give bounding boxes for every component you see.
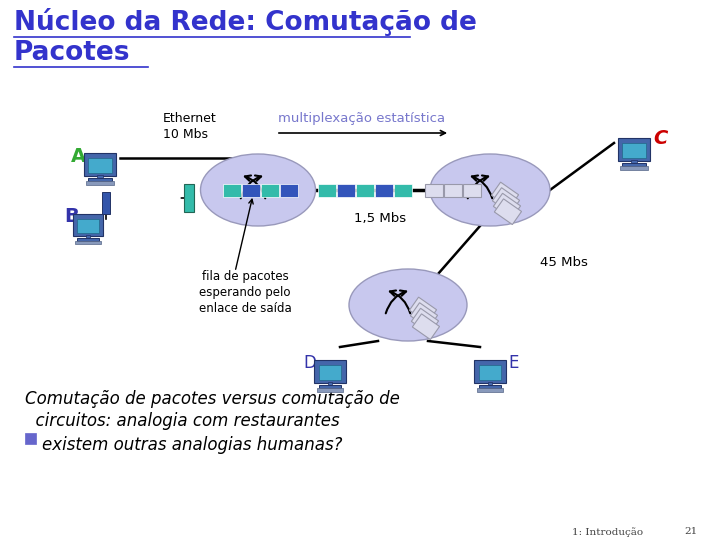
Bar [425, 184, 443, 197]
Bar [318, 366, 341, 380]
Bar [474, 360, 505, 383]
Bar [374, 184, 392, 197]
Bar [77, 238, 99, 241]
Bar [25, 433, 36, 444]
Bar [97, 174, 102, 178]
Bar [86, 235, 91, 238]
Text: D: D [304, 354, 316, 372]
Bar [477, 388, 503, 392]
Bar [77, 219, 99, 233]
Text: B: B [65, 206, 79, 226]
Bar [621, 166, 647, 170]
Text: fila de pacotes
esperando pelo
enlace de saída: fila de pacotes esperando pelo enlace de… [199, 270, 292, 315]
Ellipse shape [349, 269, 467, 341]
Bar [622, 163, 646, 166]
Bar [84, 152, 116, 176]
Bar [356, 184, 374, 197]
Bar [102, 192, 110, 214]
Bar [479, 366, 501, 380]
Bar [280, 184, 298, 197]
Text: Ethernet
10 Mbs: Ethernet 10 Mbs [163, 112, 217, 141]
Bar [328, 382, 333, 385]
FancyBboxPatch shape [411, 308, 438, 334]
FancyBboxPatch shape [410, 303, 438, 328]
Text: circuitos: analogia com restaurantes: circuitos: analogia com restaurantes [25, 412, 340, 430]
Bar [318, 184, 336, 197]
Text: E: E [509, 354, 519, 372]
Bar [261, 184, 279, 197]
Bar [444, 184, 462, 197]
Bar [463, 184, 481, 197]
Bar [184, 184, 194, 212]
Text: 45 Mbs: 45 Mbs [540, 256, 588, 269]
Bar [242, 184, 260, 197]
Text: Comutação de pacotes versus comutação de: Comutação de pacotes versus comutação de [25, 390, 400, 408]
Bar [394, 184, 412, 197]
Ellipse shape [430, 154, 550, 226]
Text: C: C [653, 129, 667, 147]
Bar [223, 184, 241, 197]
Bar [315, 360, 346, 383]
Bar [86, 181, 114, 185]
Text: A: A [71, 146, 86, 165]
FancyBboxPatch shape [410, 297, 436, 323]
Bar [336, 184, 354, 197]
Bar [318, 385, 341, 388]
Ellipse shape [200, 154, 315, 226]
Text: existem outras analogias humanas?: existem outras analogias humanas? [42, 436, 343, 454]
Bar [73, 214, 103, 237]
FancyBboxPatch shape [495, 199, 521, 225]
Bar [487, 382, 492, 385]
Bar [317, 388, 343, 392]
Bar [479, 385, 501, 388]
Bar [75, 241, 101, 245]
FancyBboxPatch shape [492, 188, 520, 213]
Text: Pacotes: Pacotes [14, 40, 130, 66]
FancyBboxPatch shape [493, 193, 521, 219]
Bar [618, 138, 650, 161]
Text: 21: 21 [685, 527, 698, 536]
Text: multiplexação estatística: multiplexação estatística [278, 112, 445, 125]
FancyBboxPatch shape [413, 314, 439, 340]
Bar [631, 160, 636, 163]
Bar [88, 178, 112, 181]
Bar [622, 143, 646, 158]
Bar [88, 158, 112, 173]
FancyBboxPatch shape [492, 182, 518, 208]
Text: 1: Introdução: 1: Introdução [572, 527, 643, 537]
Text: 1,5 Mbs: 1,5 Mbs [354, 212, 406, 225]
Text: Núcleo da Rede: Comutação de: Núcleo da Rede: Comutação de [14, 8, 477, 36]
